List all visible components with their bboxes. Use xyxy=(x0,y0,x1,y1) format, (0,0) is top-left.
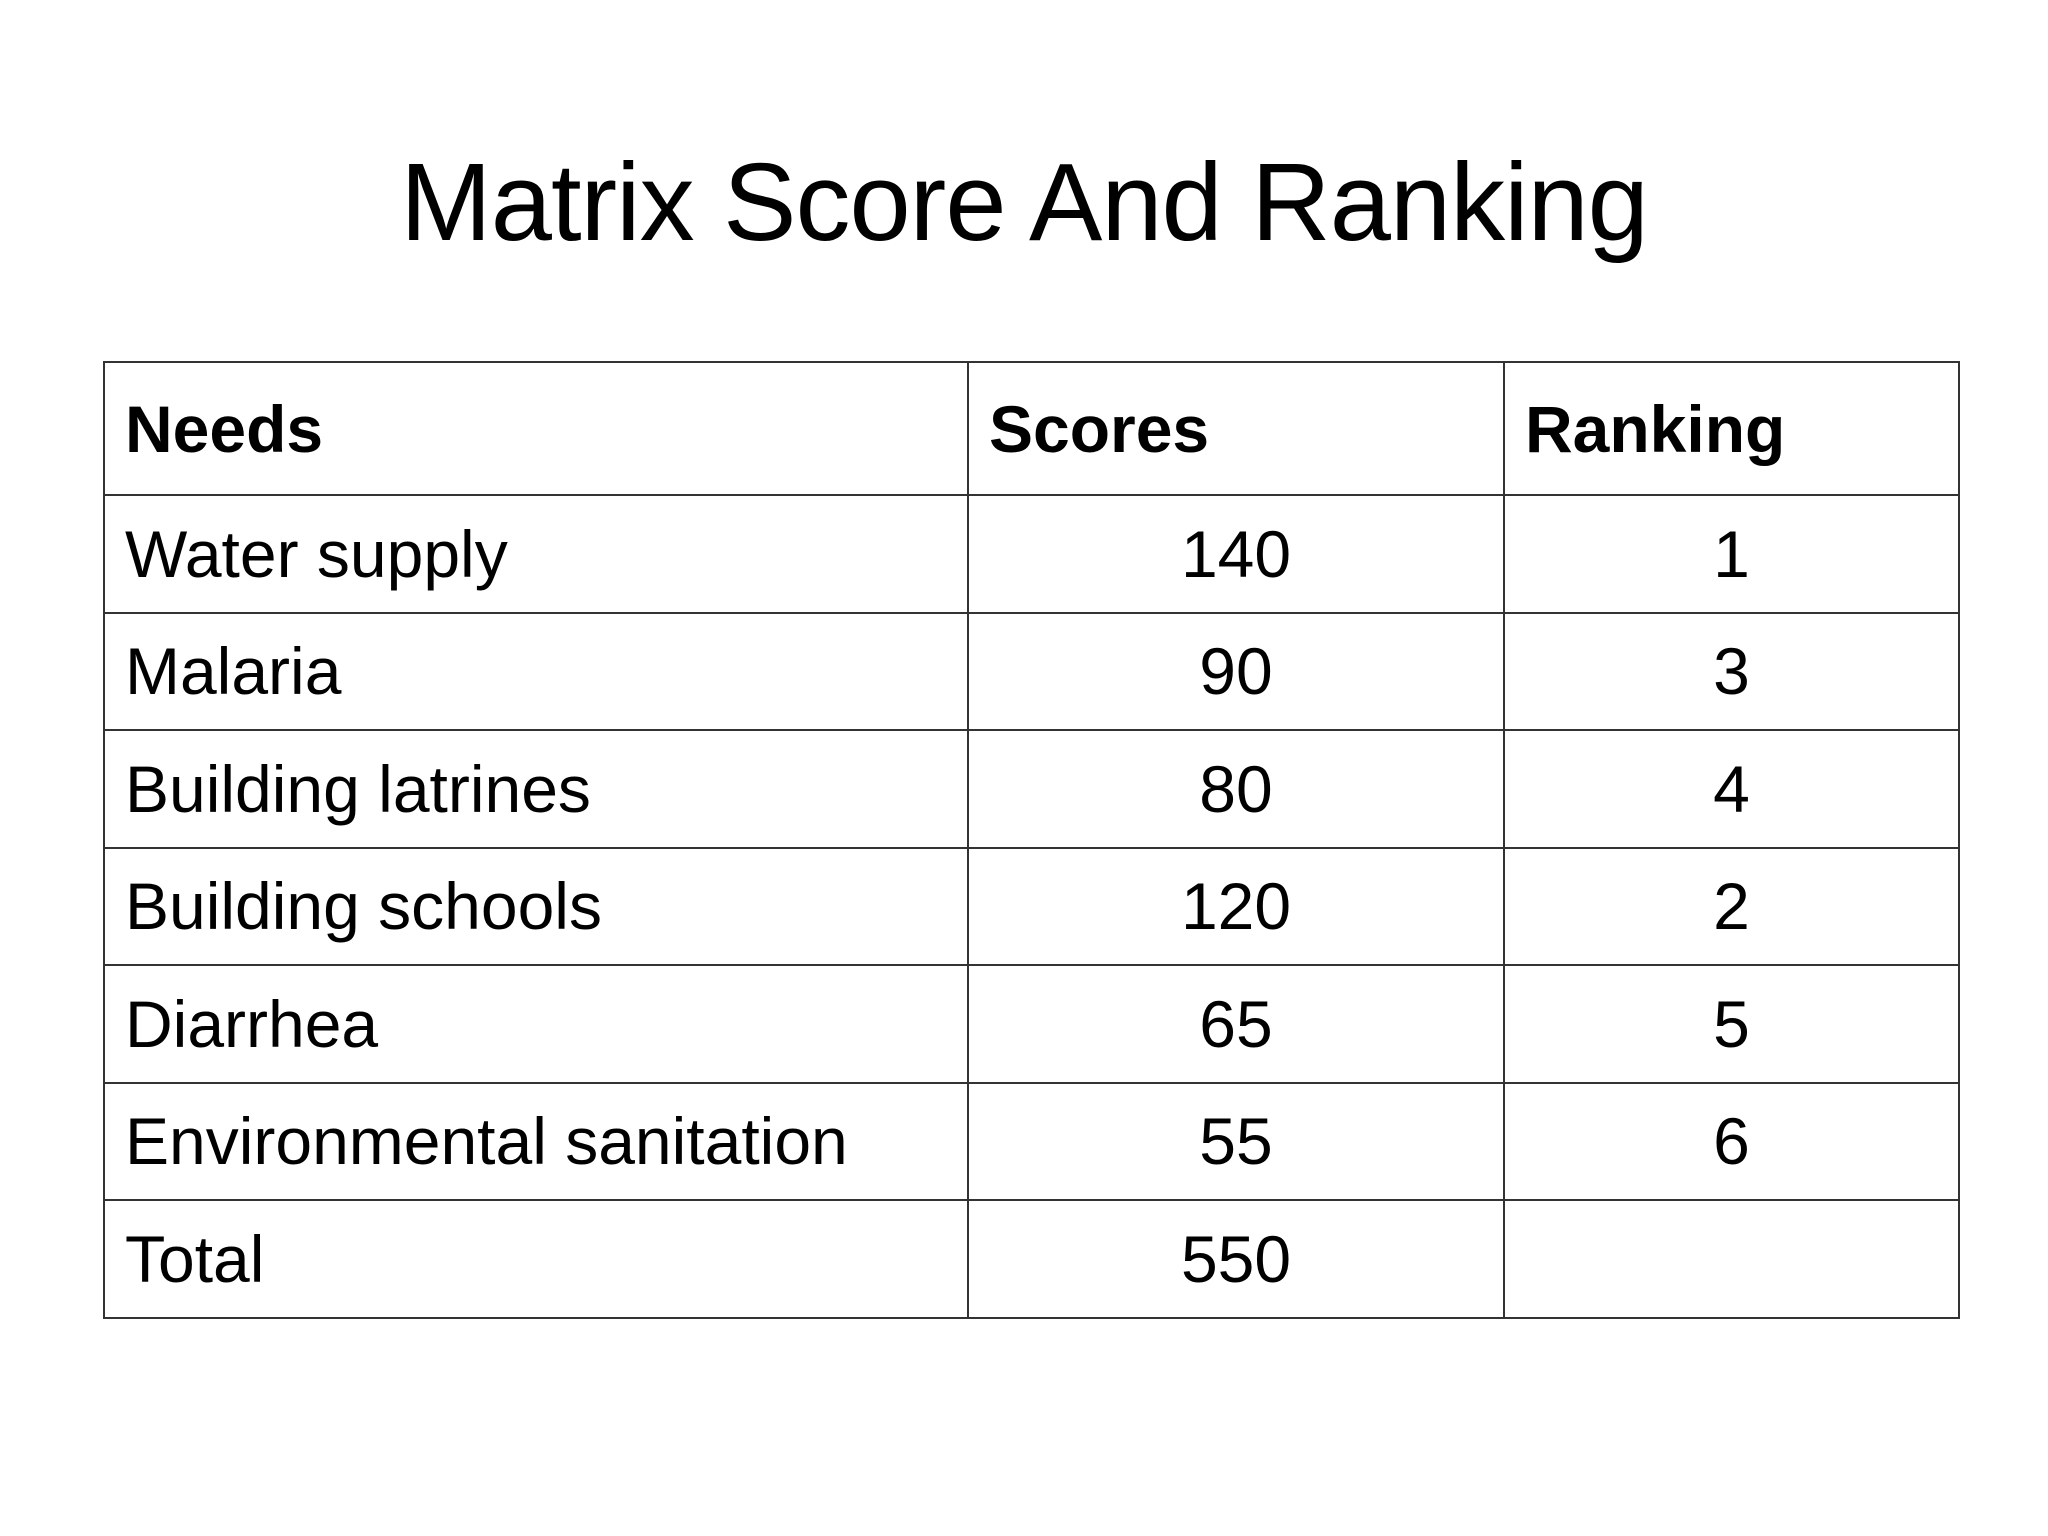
score-cell: 65 xyxy=(967,964,1505,1084)
rank-cell: 2 xyxy=(1503,846,1960,966)
total-score-cell: 550 xyxy=(967,1199,1505,1319)
need-cell: Water supply xyxy=(103,494,969,614)
score-cell: 55 xyxy=(967,1081,1505,1201)
need-cell: Diarrhea xyxy=(103,964,969,1084)
need-cell: Environmental sanitation xyxy=(103,1081,969,1201)
table-row: Building latrines 80 4 xyxy=(103,729,1960,849)
score-cell: 120 xyxy=(967,846,1505,966)
rank-cell: 5 xyxy=(1503,964,1960,1084)
rank-cell: 6 xyxy=(1503,1081,1960,1201)
need-cell: Building latrines xyxy=(103,729,969,849)
column-header-scores: Scores xyxy=(967,361,1505,496)
rank-cell: 1 xyxy=(1503,494,1960,614)
rank-cell: 3 xyxy=(1503,611,1960,731)
table-row: Building schools 120 2 xyxy=(103,846,1960,966)
column-header-ranking: Ranking xyxy=(1503,361,1960,496)
slide-title: Matrix Score And Ranking xyxy=(400,141,1649,264)
table-row: Water supply 140 1 xyxy=(103,494,1960,614)
table-row: Environmental sanitation 55 6 xyxy=(103,1081,1960,1201)
table-header-row: Needs Scores Ranking xyxy=(103,361,1960,496)
score-ranking-table: Needs Scores Ranking Water supply 140 1 … xyxy=(103,361,1960,1319)
table-row: Malaria 90 3 xyxy=(103,611,1960,731)
table-total-row: Total 550 xyxy=(103,1199,1960,1319)
score-cell: 80 xyxy=(967,729,1505,849)
table-row: Diarrhea 65 5 xyxy=(103,964,1960,1084)
score-cell: 90 xyxy=(967,611,1505,731)
need-cell: Malaria xyxy=(103,611,969,731)
rank-cell: 4 xyxy=(1503,729,1960,849)
need-cell: Building schools xyxy=(103,846,969,966)
column-header-needs: Needs xyxy=(103,361,969,496)
total-label-cell: Total xyxy=(103,1199,969,1319)
total-rank-cell xyxy=(1503,1199,1960,1319)
score-cell: 140 xyxy=(967,494,1505,614)
